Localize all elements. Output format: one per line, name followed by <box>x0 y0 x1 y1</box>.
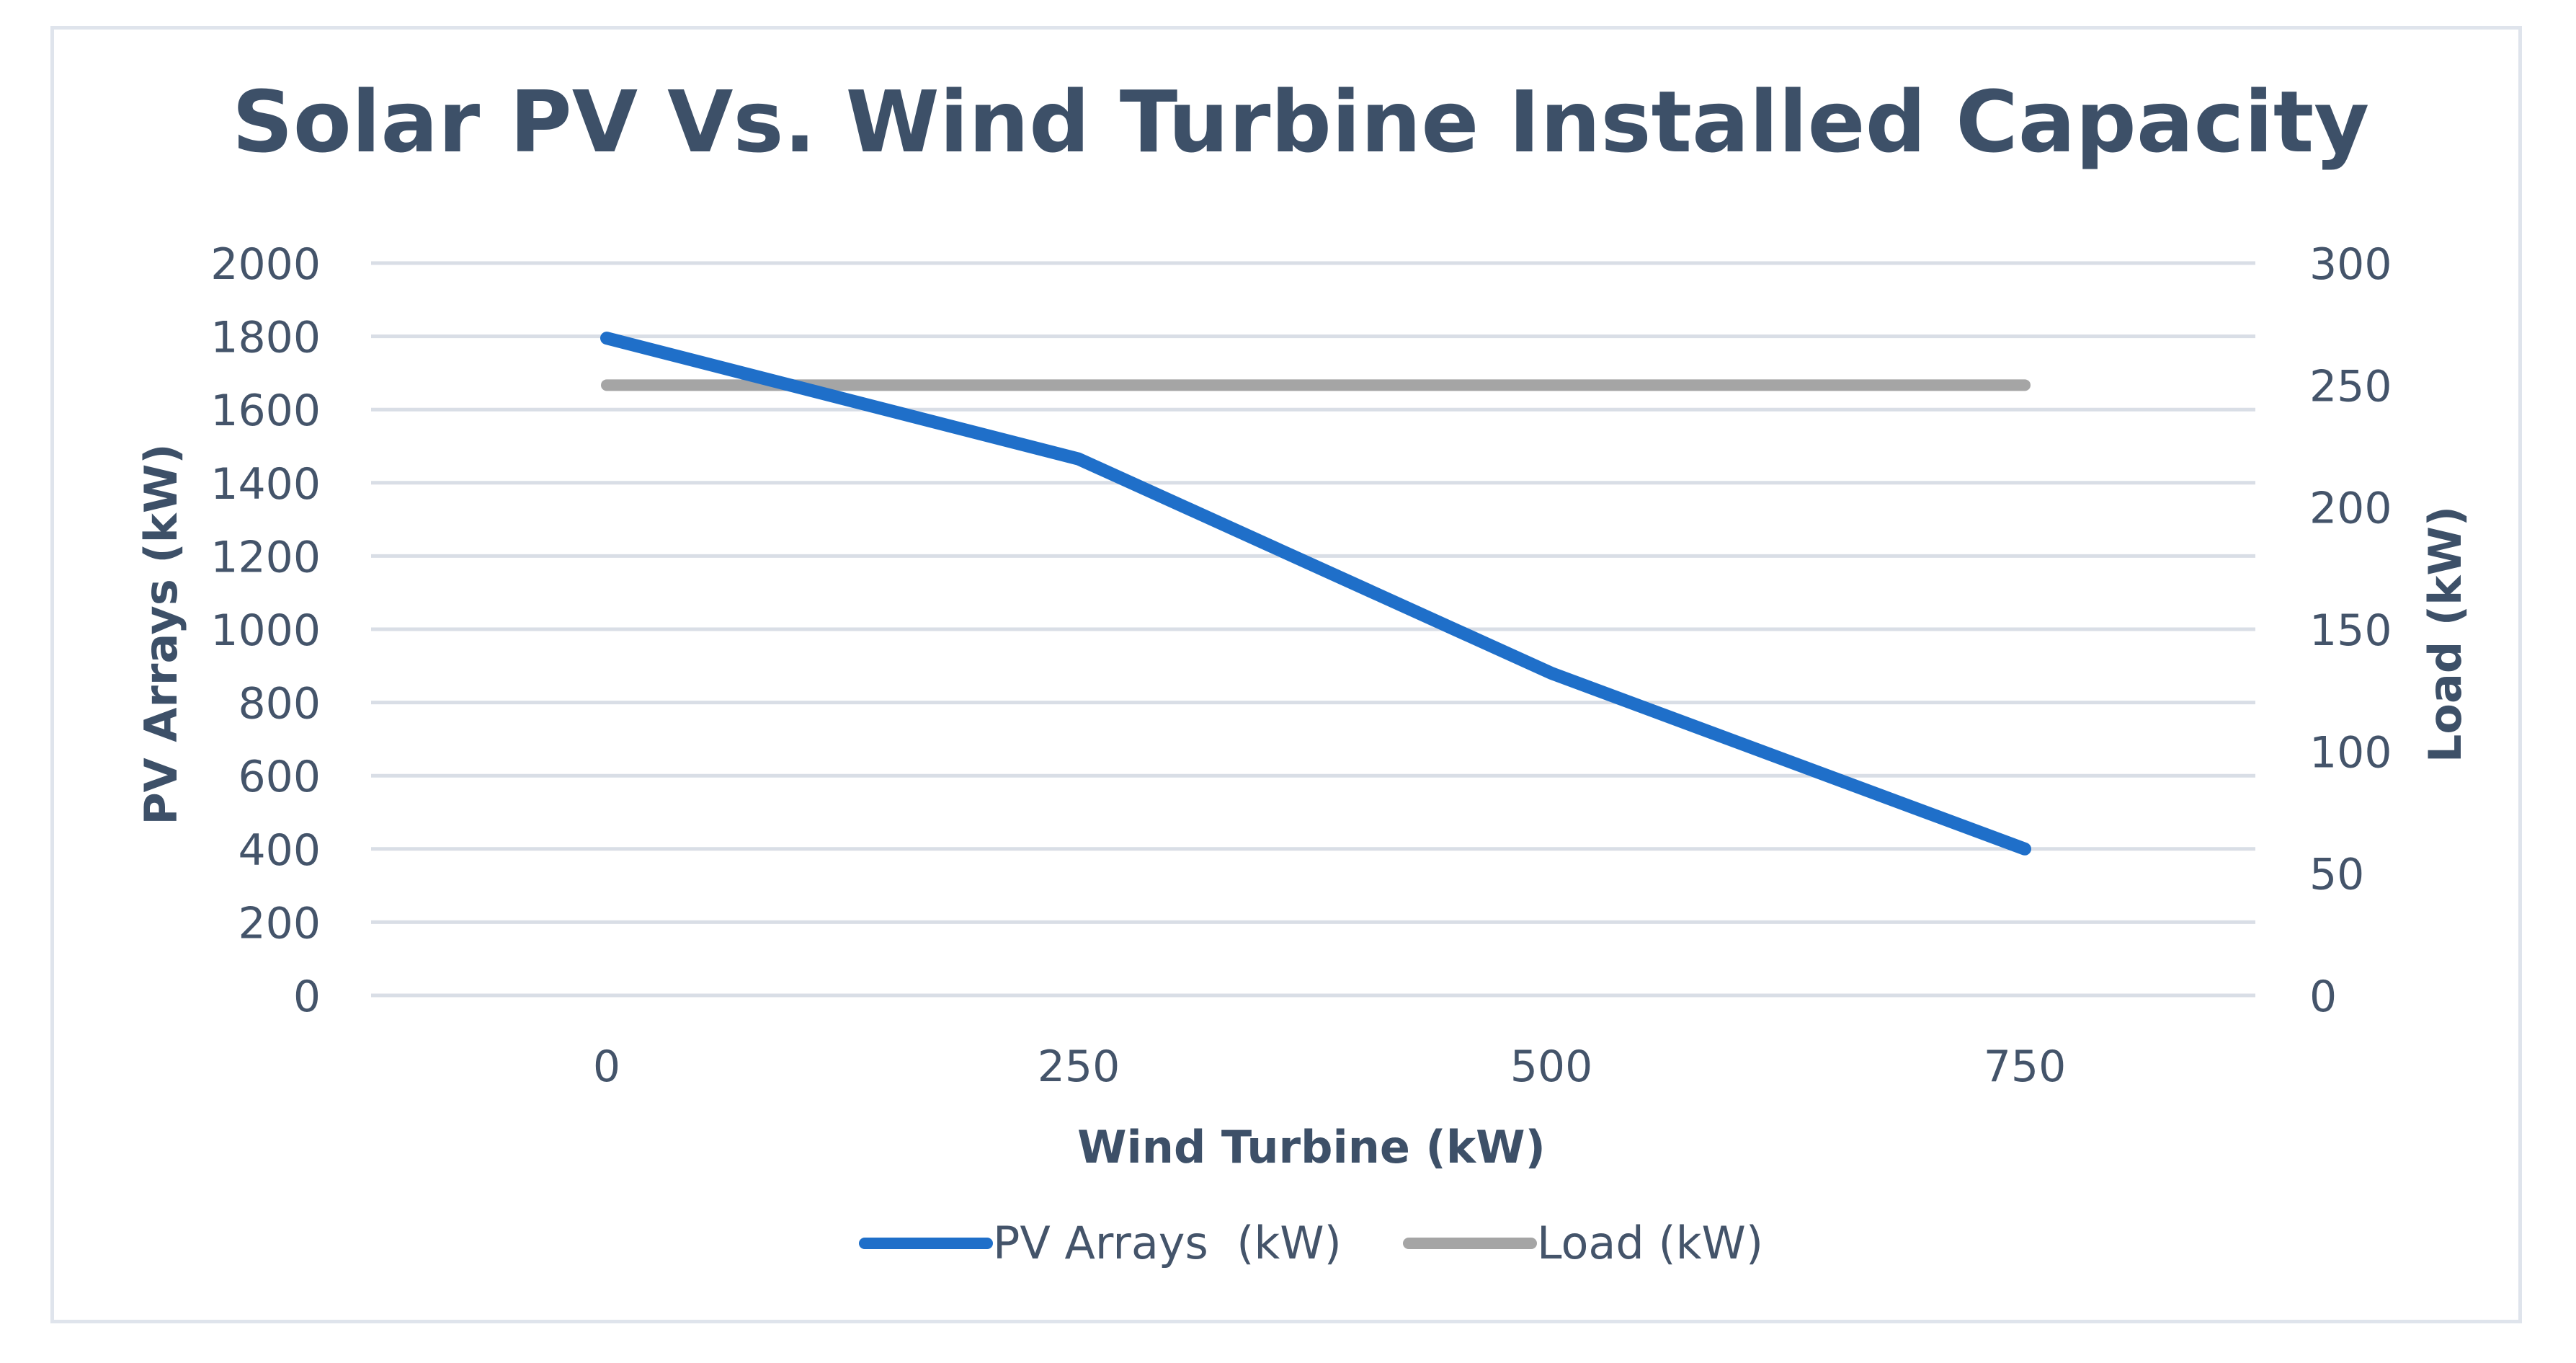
y-right-tick-label: 300 <box>2309 239 2392 290</box>
y-left-tick-label: 400 <box>238 825 321 876</box>
y-right-tick-label: 50 <box>2309 850 2364 900</box>
y-axis-left-title: PV Arrays (kW) <box>135 443 187 825</box>
series-line-pv-arrays <box>600 332 2031 856</box>
gridlines <box>371 261 2255 998</box>
x-tick-label: 0 <box>593 1042 620 1092</box>
y-axis-right-ticks: 0 50 100 150 200 250 300 <box>2309 239 2392 1022</box>
y-right-tick-label: 150 <box>2309 605 2392 656</box>
series-layer <box>600 332 2031 856</box>
legend-label-load: Load (kW) <box>1537 1217 1763 1269</box>
y-left-tick-label: 800 <box>238 679 321 729</box>
y-left-tick-label: 200 <box>238 898 321 949</box>
y-left-tick-label: 1000 <box>210 605 321 656</box>
legend-label-pv-arrays: PV Arrays (kW) <box>993 1217 1342 1269</box>
y-left-tick-label: 1600 <box>210 386 321 436</box>
chart-title: Solar PV Vs. Wind Turbine Installed Capa… <box>232 72 2369 172</box>
x-tick-label: 250 <box>1038 1042 1120 1092</box>
y-left-tick-label: 1200 <box>210 532 321 582</box>
legend: PV Arrays (kW) Load (kW) <box>859 1217 1763 1269</box>
x-axis-title: Wind Turbine (kW) <box>1077 1121 1546 1173</box>
x-tick-label: 750 <box>1984 1042 2067 1092</box>
y-left-tick-label: 0 <box>293 972 321 1022</box>
y-left-tick-label: 2000 <box>210 239 321 290</box>
y-left-tick-label: 600 <box>238 752 321 802</box>
y-right-tick-label: 100 <box>2309 727 2392 778</box>
y-right-tick-label: 250 <box>2309 361 2392 412</box>
y-left-tick-label: 1400 <box>210 459 321 510</box>
x-axis-ticks: 0 250 500 750 <box>593 1042 2066 1092</box>
y-left-tick-label: 1800 <box>210 313 321 363</box>
chart-frame <box>50 26 2522 1323</box>
x-tick-label: 500 <box>1510 1042 1593 1092</box>
y-right-tick-label: 200 <box>2309 484 2392 534</box>
y-axis-left-ticks: 0 200 400 600 800 1000 1200 1400 1600 1800 2000 <box>210 239 321 1022</box>
y-axis-right-title: Load (kW) <box>2419 506 2472 763</box>
y-right-tick-label: 0 <box>2309 972 2337 1022</box>
